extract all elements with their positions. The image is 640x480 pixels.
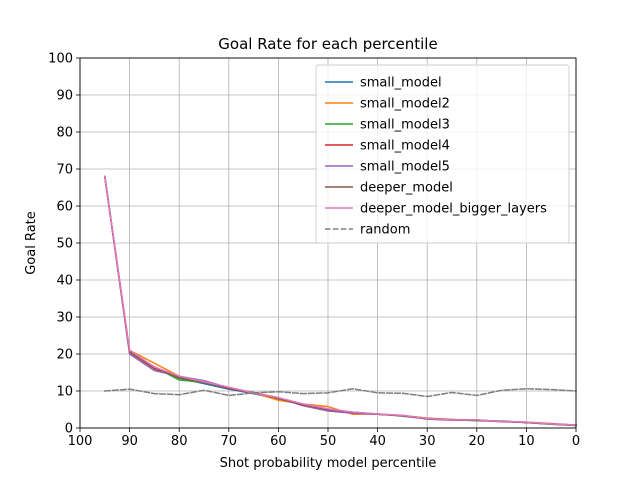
series-line-random xyxy=(103,388,577,398)
legend-entry-label: small_model3 xyxy=(360,118,450,133)
x-tick-label: 40 xyxy=(369,434,386,449)
x-tick-label: 70 xyxy=(221,434,238,449)
y-tick-label: 20 xyxy=(56,348,73,363)
x-tick-label: 90 xyxy=(121,434,138,449)
y-tick-label: 100 xyxy=(48,52,73,67)
x-tick-label: 80 xyxy=(171,434,188,449)
series-lines xyxy=(103,175,577,427)
y-tick-label: 80 xyxy=(56,126,73,141)
legend-entry-label: deeper_model_bigger_layers xyxy=(360,202,547,217)
y-tick-label: 70 xyxy=(56,163,73,178)
y-tick-label: 50 xyxy=(56,237,73,252)
x-tick-label: 50 xyxy=(320,434,337,449)
y-axis-label: Goal Rate xyxy=(24,211,39,275)
y-tick-label: 40 xyxy=(56,274,73,289)
legend-entry-label: small_model5 xyxy=(360,160,450,175)
legend-entry-label: small_model4 xyxy=(360,139,450,154)
x-tick-label: 30 xyxy=(419,434,436,449)
axis-ticks: 100 90 80 70 60 50 40 30 20 10 0010203040506070809… xyxy=(48,52,580,450)
x-axis-label: Shot probability model percentile xyxy=(220,456,437,471)
x-tick-label: 0 xyxy=(572,434,580,449)
y-tick-label: 10 xyxy=(56,385,73,400)
legend-box xyxy=(315,64,570,244)
legend-entry-label: small_model2 xyxy=(360,97,450,112)
legend-entry-label: random xyxy=(360,223,410,238)
x-tick-label: 100 xyxy=(68,434,93,449)
x-tick-label: 10 xyxy=(518,434,535,449)
y-tick-label: 0 xyxy=(65,422,73,437)
y-tick-label: 90 xyxy=(56,89,73,104)
x-tick-label: 60 xyxy=(270,434,287,449)
x-tick-label: 20 xyxy=(469,434,486,449)
y-tick-label: 30 xyxy=(56,311,73,326)
legend-entry-label: small_model xyxy=(360,76,442,91)
chart-title: Goal Rate for each percentile xyxy=(218,35,437,53)
legend: small_model small_model2 small_model3small… xyxy=(315,64,570,244)
series-line-deeper-model-bigger-layers xyxy=(103,175,577,426)
y-tick-label: 60 xyxy=(56,200,73,215)
legend-entry-label: deeper_model xyxy=(360,181,453,196)
